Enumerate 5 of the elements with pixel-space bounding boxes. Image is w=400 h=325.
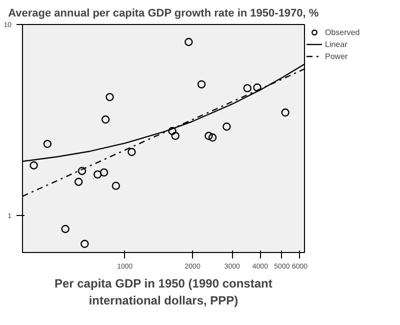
x-axis-title: Per capita GDP in 1950 (1990 constant international dollars, PPP) xyxy=(54,276,272,308)
chart-title: Average annual per capita GDP growth rate in 1950-1970, % xyxy=(8,8,319,20)
legend-label: Linear xyxy=(325,38,348,50)
legend-label: Power xyxy=(325,50,348,62)
legend-label: Observed xyxy=(325,26,360,38)
